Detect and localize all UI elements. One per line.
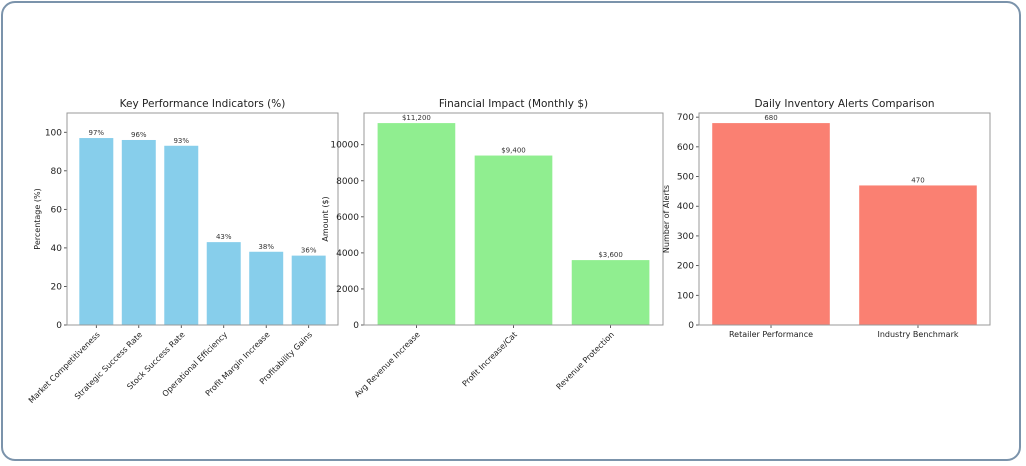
chart-panel-2: Financial Impact (Monthly $) $11,200 Avg R…	[321, 98, 664, 399]
bar	[249, 251, 284, 325]
chart-title: Key Performance Indicators (%)	[120, 98, 286, 110]
y-tick-label: 2000	[336, 285, 359, 295]
y-tick-label: 100	[45, 128, 62, 138]
bar	[859, 185, 977, 325]
data-label: 97%	[89, 129, 105, 137]
axes-frame	[363, 112, 664, 326]
y-tick-label: 60	[51, 205, 63, 215]
y-tick-label: 100	[677, 291, 694, 301]
y-tick-label: 300	[677, 232, 694, 242]
bar	[474, 155, 553, 325]
chart-title: Daily Inventory Alerts Comparison	[754, 98, 934, 110]
y-tick-label: 4000	[336, 249, 359, 259]
x-tick-label: Avg Revenue Increase	[353, 330, 422, 399]
data-label: 96%	[131, 131, 147, 139]
bar	[712, 123, 830, 325]
y-tick-label: 0	[353, 321, 359, 331]
bar	[79, 138, 114, 325]
y-tick-label: 400	[677, 202, 694, 212]
y-tick-label: 0	[688, 321, 694, 331]
axes-frame	[698, 112, 991, 326]
x-tick-label: Industry Benchmark	[877, 330, 958, 339]
y-tick-label: 20	[51, 282, 63, 292]
bar	[571, 260, 650, 325]
chart-panel-1: Key Performance Indicators (%) 97% Market …	[27, 98, 339, 405]
chart-title: Financial Impact (Monthly $)	[439, 98, 588, 110]
y-tick-label: 200	[677, 262, 694, 272]
x-tick-label: Revenue Protection	[555, 330, 616, 391]
bar	[377, 123, 456, 325]
x-tick-label: Market Competitiveness	[27, 330, 102, 405]
data-label: 470	[911, 176, 924, 184]
y-tick-label: 6000	[336, 213, 359, 223]
data-label: $3,600	[598, 251, 623, 259]
bar	[206, 242, 241, 325]
axes-frame	[66, 112, 339, 326]
y-tick-label: 0	[56, 321, 62, 331]
y-tick-label: 40	[51, 244, 63, 254]
bar	[164, 145, 199, 325]
data-label: 36%	[301, 247, 317, 255]
y-axis-label: Percentage (%)	[33, 188, 42, 249]
y-tick-label: 8000	[336, 177, 359, 187]
y-tick-label: 10000	[330, 141, 359, 151]
bar	[291, 255, 326, 325]
data-label: 38%	[258, 243, 274, 251]
data-label: 680	[764, 114, 777, 122]
x-tick-label: Retailer Performance	[729, 330, 813, 339]
data-label: $9,400	[501, 147, 526, 155]
data-label: 43%	[216, 233, 232, 241]
x-tick-label: Profit Increase/Cat	[461, 330, 519, 388]
y-axis-label: Amount ($)	[321, 196, 330, 241]
data-label: $11,200	[402, 114, 431, 122]
data-label: 93%	[173, 137, 189, 145]
y-tick-label: 600	[677, 143, 694, 153]
y-axis-label: Number of Alerts	[662, 185, 671, 253]
y-tick-label: 80	[51, 167, 63, 177]
y-tick-label: 700	[677, 113, 694, 123]
bar	[121, 139, 156, 325]
chart-panel-3: Daily Inventory Alerts Comparison 680 Reta…	[662, 98, 991, 339]
y-tick-label: 500	[677, 173, 694, 183]
